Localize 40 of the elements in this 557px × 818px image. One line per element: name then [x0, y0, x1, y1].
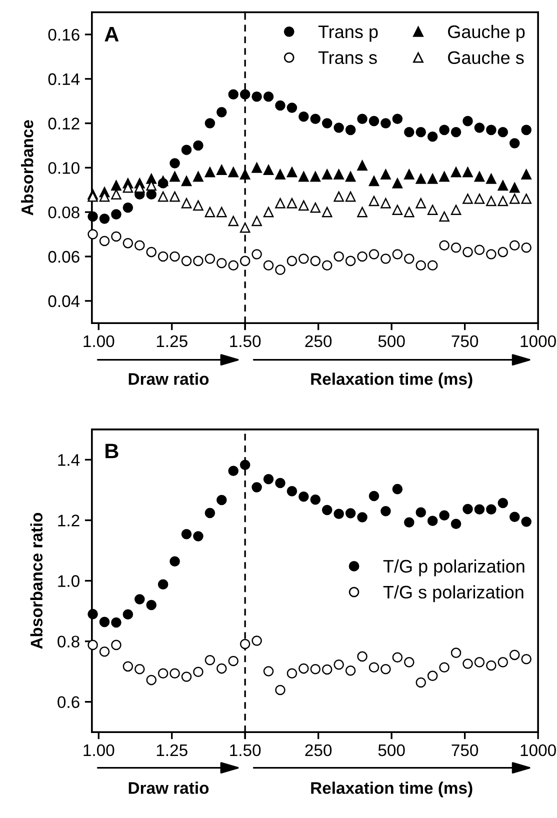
x-tick-label: 1.00 [84, 335, 114, 348]
x-tick-label: 1.50 [230, 744, 261, 756]
x-tick-label: 1.25 [156, 744, 188, 756]
y-axis-title: Absorbance ratio [30, 512, 43, 649]
y-tick-label: 1.2 [58, 514, 80, 526]
x-axis-title: Relaxation time (ms) [311, 372, 472, 388]
y-tick-label: 0.16 [48, 28, 80, 41]
x-tick-label: 1000 [520, 744, 556, 756]
x-tick-label: 250 [305, 744, 332, 756]
x-axis-title: Draw ratio [128, 372, 209, 385]
y-tick-label: 0.12 [48, 118, 80, 130]
y-tick-label: 0.14 [48, 73, 80, 86]
x-tick-label: 1000 [520, 335, 556, 348]
x-tick-label: 1.25 [156, 335, 188, 348]
y-tick-label: 0.6 [58, 696, 80, 708]
x-axis-title: Relaxation time (ms) [311, 782, 472, 798]
x-tick-label: 500 [378, 335, 405, 348]
x-tick-label: 1.00 [84, 744, 114, 756]
x-tick-label: 500 [378, 744, 405, 756]
legend-label: T/G s polarization [383, 585, 524, 602]
x-axis-title: Draw ratio [128, 782, 209, 794]
annotation: B [106, 444, 118, 458]
x-tick-label: 1.50 [230, 335, 261, 348]
y-tick-label: 0.8 [58, 636, 80, 648]
legend-label: Trans p [318, 26, 378, 42]
y-axis-title: Absorbance [21, 120, 34, 216]
y-tick-label: 0.06 [48, 250, 80, 263]
y-tick-label: 0.10 [48, 162, 80, 174]
legend-label: Trans s [318, 51, 377, 64]
legend-label: Gauche p [448, 24, 525, 42]
y-tick-label: 0.08 [48, 206, 80, 218]
legend-label: T/G p polarization [383, 559, 524, 576]
x-tick-label: 750 [452, 335, 478, 348]
x-tick-label: 250 [305, 335, 332, 348]
y-tick-label: 1.4 [58, 454, 80, 466]
legend-label: Gauche s [448, 50, 524, 64]
x-tick-label: 750 [452, 744, 478, 756]
annotation: A [104, 27, 119, 42]
y-tick-label: 1.0 [58, 575, 80, 587]
y-tick-label: 0.04 [48, 295, 80, 308]
